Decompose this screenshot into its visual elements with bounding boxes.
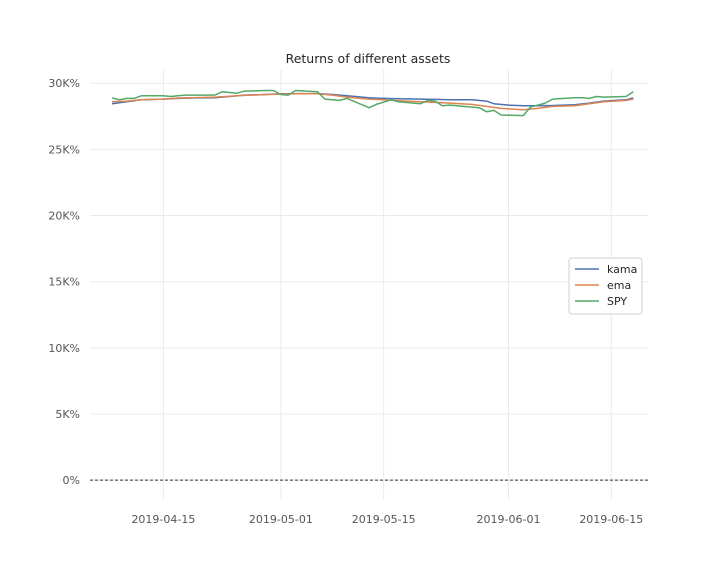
y-tick-label: 5K% [55,408,80,421]
x-tick-label: 2019-05-01 [249,513,313,526]
x-tick-label: 2019-05-15 [352,513,416,526]
y-tick-label: 0% [63,474,80,487]
y-gridlines [90,82,648,481]
legend-box [568,257,643,315]
y-tick-labels: 0% 5K% 10K% 15K% 20K% 25K% 30K% [48,77,80,487]
y-tick-label: 25K% [48,143,80,156]
x-gridlines [162,70,612,500]
legend-label: ema [607,279,631,292]
legend-label: kama [607,263,637,276]
series-line-ema [111,93,634,111]
chart-title: Returns of different assets [286,51,451,66]
y-tick-label: 15K% [48,276,80,289]
legend-label: SPY [607,295,627,308]
x-tick-label: 2019-06-15 [579,513,643,526]
x-tick-labels: 2019-04-15 2019-05-01 2019-05-15 2019-06-01… [131,513,643,526]
series-lines [111,89,634,117]
x-tick-label: 2019-04-15 [131,513,195,526]
x-tick-label: 2019-06-01 [477,513,541,526]
y-tick-label: 30K% [48,77,80,90]
series-line-spy [111,89,634,117]
y-tick-label: 10K% [48,342,80,355]
y-tick-label: 20K% [48,210,80,223]
legend: kama ema SPY [568,257,643,315]
